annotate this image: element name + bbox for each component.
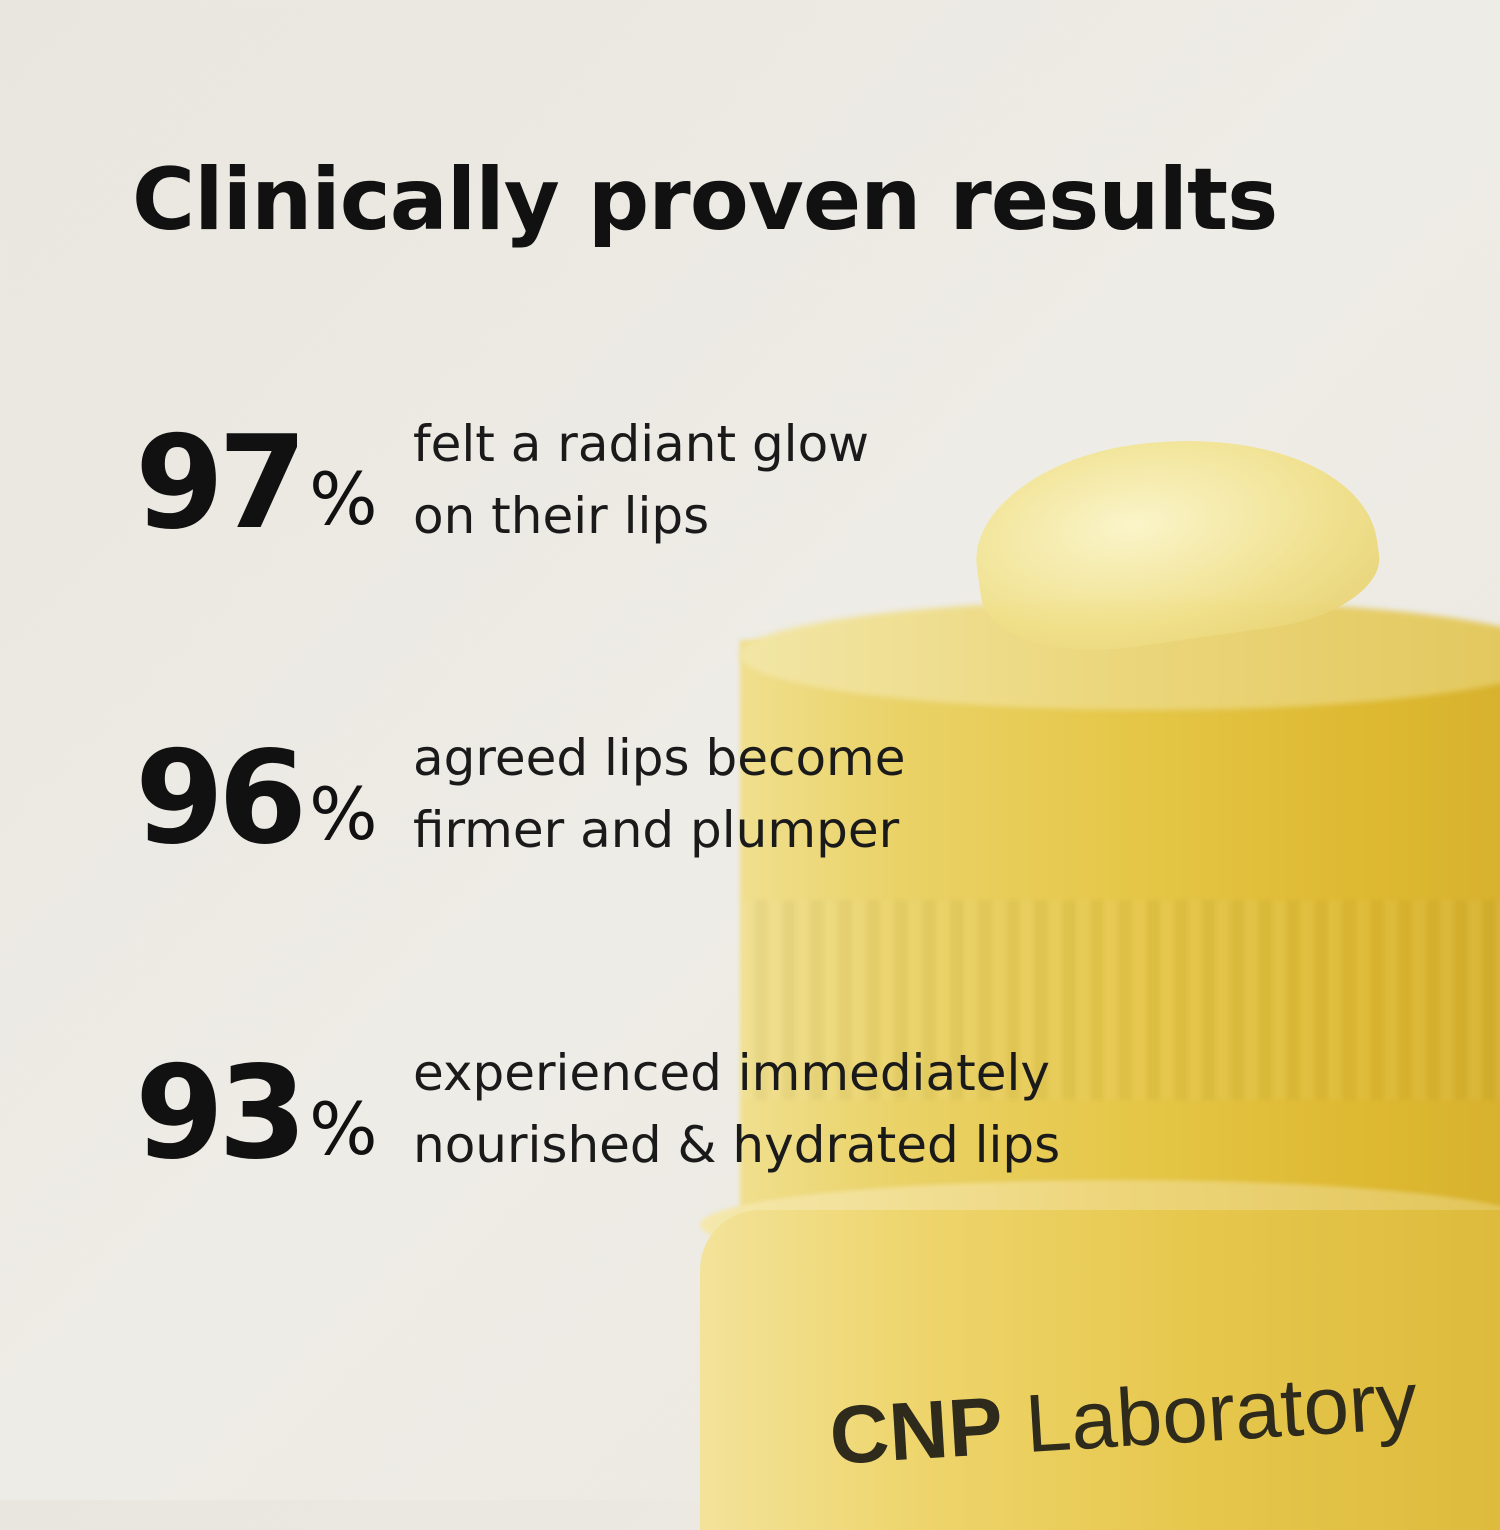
stat-value: 93: [135, 1039, 307, 1188]
stat-description: felt a radiant glow on their lips: [413, 408, 869, 552]
stat-93: 93 %: [135, 1050, 378, 1178]
desc-line: experienced immediately: [413, 1044, 1050, 1102]
page-title: Clinically proven results: [132, 150, 1278, 250]
jar-cap: [740, 640, 1500, 1260]
stat-unit: %: [309, 772, 378, 856]
desc-line: firmer and plumper: [413, 801, 900, 859]
jar-cap-ridges: [740, 900, 1500, 1100]
jar-body: [700, 1210, 1500, 1530]
stat-96: 96 %: [135, 735, 378, 863]
desc-line: nourished & hydrated lips: [413, 1116, 1061, 1174]
stat-unit: %: [309, 1087, 378, 1171]
brand-bold: CNP: [827, 1380, 1006, 1482]
desc-line: felt a radiant glow: [413, 415, 870, 473]
stat-unit: %: [309, 457, 378, 541]
stat-description: experienced immediately nourished & hydr…: [413, 1037, 1060, 1181]
stat-value: 96: [135, 724, 307, 873]
desc-line: on their lips: [413, 487, 710, 545]
stat-value: 97: [135, 409, 307, 558]
desc-line: agreed lips become: [413, 729, 906, 787]
stat-97: 97 %: [135, 420, 378, 548]
stat-description: agreed lips become firmer and plumper: [413, 722, 906, 866]
